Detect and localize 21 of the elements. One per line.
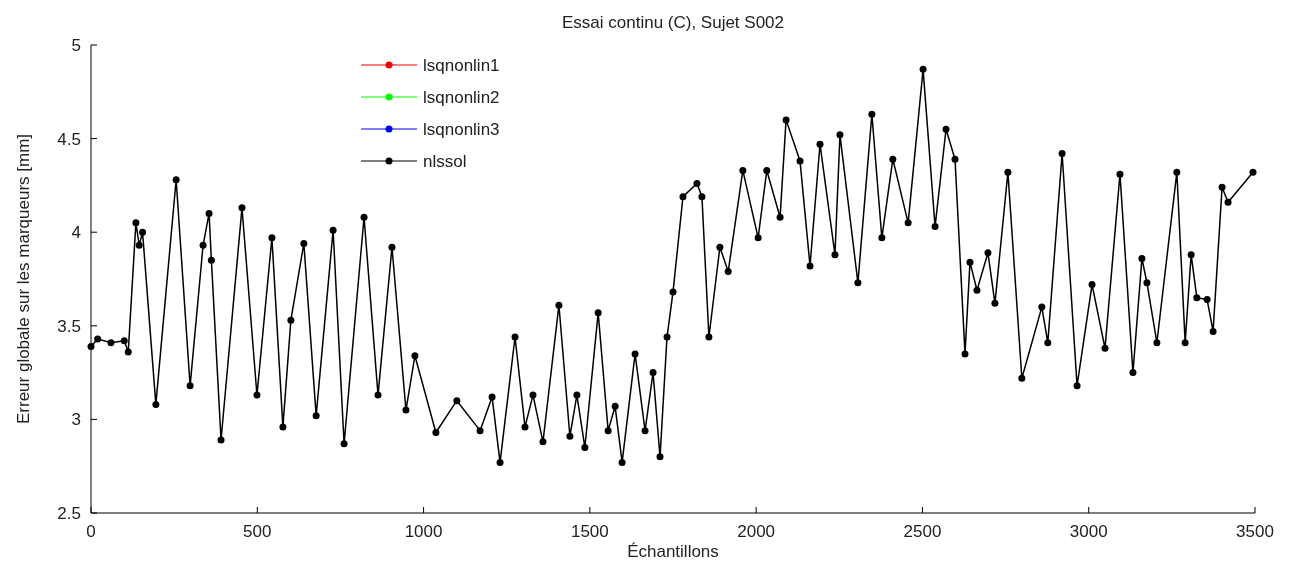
legend-label: lsqnonlin3 [423,119,500,139]
x-tick-label: 2500 [903,522,942,541]
x-tick-label: 1500 [570,522,609,541]
y-tick-label: 4 [71,223,81,243]
x-axis-title: Échantillons [627,542,719,561]
x-tick-label: 1000 [404,522,443,541]
y-tick-label: 4.5 [57,129,81,149]
x-tick-label: 0 [86,522,96,541]
x-tick-label: 3000 [1069,522,1108,541]
legend-label: lsqnonlin2 [423,87,500,107]
y-tick-label: 3 [71,410,81,430]
y-tick-label: 2.5 [57,503,81,523]
legend-label: lsqnonlin1 [423,55,500,75]
legend-label: nlssol [423,151,467,171]
chart-title: Essai continu (C), Sujet S002 [561,13,785,32]
y-tick-label: 3.5 [57,316,81,336]
x-tick-label: 2000 [737,522,776,541]
y-tick-label: 5 [71,35,81,55]
x-tick-label: 500 [243,522,272,541]
x-tick-label: 3500 [1236,522,1274,541]
y-axis-title: Erreur globale sur les marqueurs [mm] [14,133,33,425]
